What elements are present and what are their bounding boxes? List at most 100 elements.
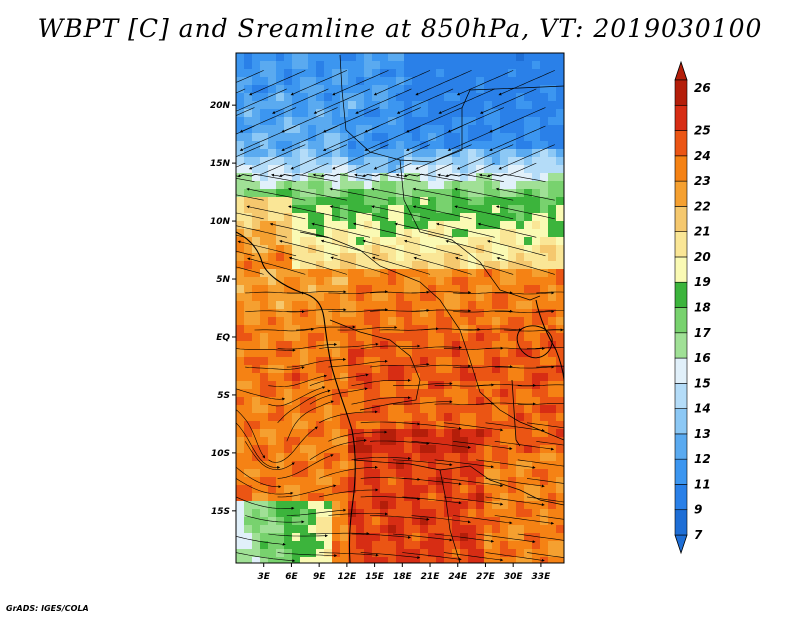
field-cell bbox=[460, 85, 469, 94]
field-cell bbox=[316, 533, 325, 542]
field-cell bbox=[524, 541, 533, 550]
field-cell bbox=[396, 221, 405, 230]
field-cell bbox=[556, 413, 564, 422]
field-cell bbox=[540, 445, 549, 454]
field-cell bbox=[340, 485, 349, 494]
field-cell bbox=[364, 453, 373, 462]
field-cell bbox=[500, 533, 509, 542]
field-cell bbox=[468, 349, 477, 358]
streamline bbox=[447, 125, 505, 151]
field-cell bbox=[388, 133, 397, 142]
field-cell bbox=[556, 445, 564, 454]
field-cell bbox=[476, 333, 485, 342]
field-cell bbox=[532, 325, 541, 334]
field-cell bbox=[500, 213, 509, 222]
field-cell bbox=[276, 149, 285, 158]
field-cell bbox=[252, 133, 261, 142]
field-cell bbox=[268, 61, 277, 70]
field-cell bbox=[420, 181, 429, 190]
field-cell bbox=[524, 365, 533, 374]
field-cell bbox=[404, 69, 413, 78]
field-cell bbox=[420, 69, 429, 78]
field-cell bbox=[356, 381, 365, 390]
field-cell bbox=[276, 349, 285, 358]
streamline bbox=[517, 384, 564, 387]
field-cell bbox=[332, 93, 341, 102]
field-cell bbox=[348, 173, 357, 182]
streamline bbox=[476, 533, 536, 544]
field-cell bbox=[532, 397, 541, 406]
wbpt-field bbox=[236, 53, 564, 563]
field-cell bbox=[500, 173, 509, 182]
field-cell bbox=[420, 333, 429, 342]
field-cell bbox=[364, 477, 373, 486]
field-cell bbox=[276, 69, 285, 78]
field-cell bbox=[244, 157, 253, 166]
field-cell bbox=[452, 469, 461, 478]
field-cell bbox=[260, 237, 269, 246]
field-cell bbox=[500, 437, 509, 446]
field-cell bbox=[396, 373, 405, 382]
field-cell bbox=[524, 293, 533, 302]
field-cell bbox=[316, 477, 325, 486]
field-cell bbox=[308, 197, 317, 206]
field-cell bbox=[276, 213, 285, 222]
field-cell bbox=[412, 277, 421, 286]
field-cell bbox=[524, 253, 533, 262]
field-cell bbox=[388, 101, 397, 110]
field-cell bbox=[484, 517, 493, 526]
field-cell bbox=[412, 429, 421, 438]
field-cell bbox=[404, 117, 413, 126]
field-cell bbox=[524, 101, 533, 110]
field-cell bbox=[492, 309, 501, 318]
field-cell bbox=[508, 117, 517, 126]
field-cell bbox=[300, 373, 309, 382]
field-cell bbox=[236, 517, 245, 526]
field-cell bbox=[356, 285, 365, 294]
streamline bbox=[536, 365, 564, 368]
field-cell bbox=[340, 381, 349, 390]
field-cell bbox=[460, 525, 469, 534]
field-cell bbox=[388, 485, 397, 494]
colorbar-label: 23 bbox=[694, 174, 711, 188]
field-cell bbox=[300, 517, 309, 526]
field-cell bbox=[316, 117, 325, 126]
field-cell bbox=[508, 461, 517, 470]
streamline bbox=[489, 125, 546, 151]
field-cell bbox=[404, 101, 413, 110]
field-cell bbox=[532, 453, 541, 462]
field-cell bbox=[244, 69, 253, 78]
field-cell bbox=[252, 557, 261, 563]
field-cell bbox=[492, 373, 501, 382]
field-cell bbox=[236, 213, 245, 222]
colorbar-label: 24 bbox=[694, 149, 711, 163]
field-cell bbox=[436, 501, 445, 510]
streamline bbox=[445, 173, 504, 182]
streamline bbox=[496, 256, 555, 275]
field-cell bbox=[468, 277, 477, 286]
field-cell bbox=[380, 405, 389, 414]
field-cell bbox=[380, 509, 389, 518]
field-cell bbox=[356, 445, 365, 454]
field-cell bbox=[252, 373, 261, 382]
field-cell bbox=[300, 109, 309, 118]
field-cell bbox=[364, 269, 373, 278]
field-cell bbox=[484, 125, 493, 134]
field-cell bbox=[276, 453, 285, 462]
field-cell bbox=[508, 357, 517, 366]
field-cell bbox=[556, 157, 564, 166]
field-cell bbox=[452, 453, 461, 462]
field-cell bbox=[276, 509, 285, 518]
streamline bbox=[402, 478, 462, 486]
streamline bbox=[371, 205, 431, 220]
field-cell bbox=[468, 317, 477, 326]
streamline bbox=[332, 70, 389, 96]
field-cell bbox=[468, 125, 477, 134]
field-cell bbox=[452, 261, 461, 270]
field-cell bbox=[332, 445, 341, 454]
streamline bbox=[328, 512, 389, 516]
field-cell bbox=[444, 525, 453, 534]
field-cell bbox=[260, 405, 269, 414]
field-cell bbox=[340, 437, 349, 446]
field-cell bbox=[516, 261, 525, 270]
